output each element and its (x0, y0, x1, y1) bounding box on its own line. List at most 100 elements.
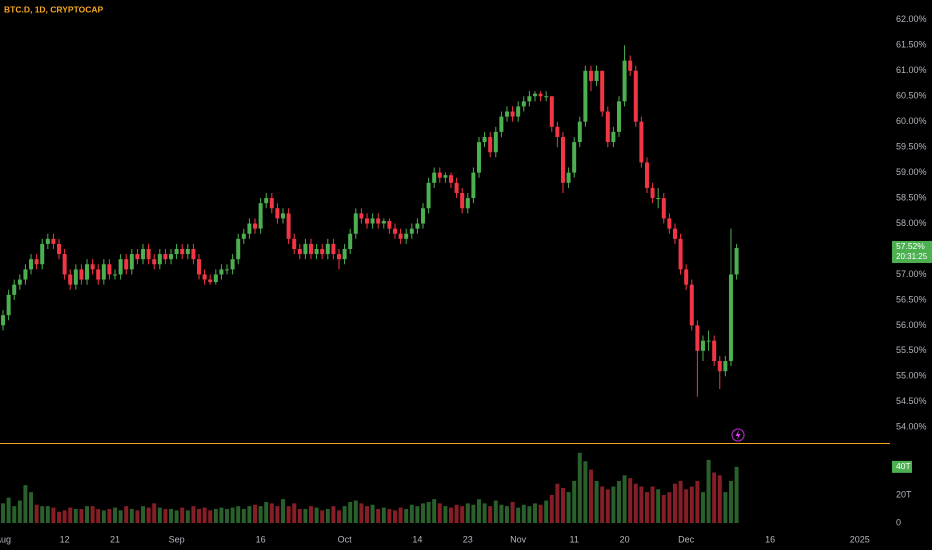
x-tick-label: 16 (765, 534, 775, 544)
candle-body (219, 269, 224, 275)
candle-body (493, 131, 498, 153)
volume-bar (281, 499, 286, 523)
y-tick-label: 58.50% (896, 192, 927, 202)
volume-bar (96, 508, 101, 523)
y-tick-label: 59.00% (896, 167, 927, 177)
candle-body (236, 238, 241, 260)
candle-body (572, 142, 577, 173)
volume-bar (23, 485, 28, 523)
candle-body (443, 175, 448, 178)
candle-body (152, 259, 157, 265)
volume-bar (6, 497, 11, 523)
candle-body (628, 60, 633, 71)
volume-bar (622, 475, 627, 523)
volume-bar (45, 506, 50, 523)
volume-bar (197, 508, 202, 523)
candle-body (359, 213, 364, 219)
candle-body (281, 213, 286, 219)
volume-bar (684, 489, 689, 523)
candle-body (101, 264, 106, 280)
candle-body (258, 203, 263, 229)
volume-bar (415, 506, 420, 523)
candle-body (684, 269, 689, 285)
candle-body (303, 243, 308, 255)
volume-bar (404, 508, 409, 523)
x-tick-label: Oct (338, 534, 353, 544)
candle-body (616, 101, 621, 132)
candle-body (141, 248, 146, 260)
candle-body (45, 238, 50, 244)
volume-bar (656, 489, 661, 523)
volume-bar (605, 489, 610, 523)
candle-body (678, 238, 683, 270)
volume-bar (611, 486, 616, 523)
candle-body (180, 248, 185, 255)
volume-bar (616, 480, 621, 523)
candle-body (560, 136, 565, 183)
volume-bar (532, 503, 537, 523)
candle-body (717, 361, 722, 372)
volume-bar (303, 508, 308, 523)
candle-body (712, 340, 717, 362)
volume-bar (667, 492, 672, 523)
volume-bar (516, 507, 521, 523)
candle-body (286, 213, 291, 239)
volume-bar (90, 506, 95, 523)
y-tick-label: 62.00% (896, 14, 927, 24)
volume-bar (689, 486, 694, 523)
x-tick-label: 21 (110, 534, 120, 544)
volume-bar (258, 506, 263, 523)
candle-body (163, 254, 168, 260)
volume-bar (57, 511, 62, 523)
candle-body (314, 248, 319, 255)
volume-bar (113, 507, 118, 523)
candle-body (297, 248, 302, 255)
volume-bar (292, 503, 297, 523)
candle-body (146, 248, 151, 260)
candle-body (527, 96, 532, 102)
volume-bar (353, 500, 358, 523)
volume-bar (476, 499, 481, 523)
candle-body (588, 70, 593, 81)
candle-body (409, 228, 414, 234)
volume-bar (364, 506, 369, 523)
candle-body (639, 121, 644, 163)
volume-bar (157, 507, 162, 523)
volume-bar (443, 506, 448, 523)
candle-body (225, 269, 230, 271)
candle-body (325, 243, 330, 255)
candle-body (6, 294, 11, 316)
volume-bar (633, 483, 638, 523)
x-tick-label: 12 (60, 534, 70, 544)
volume-bar (141, 506, 146, 523)
candle-body (544, 96, 549, 98)
volume-bar (320, 510, 325, 523)
volume-bar (628, 478, 633, 523)
volume-bar (700, 492, 705, 523)
x-tick-label: Dec (678, 534, 695, 544)
volume-bar (717, 475, 722, 523)
volume-bar (398, 507, 403, 523)
candle-body (600, 70, 605, 112)
candle-body (376, 218, 381, 224)
alert-circle[interactable] (731, 428, 745, 442)
volume-bar (180, 507, 185, 523)
countdown-label: 20:31:25 (896, 252, 928, 261)
alert-bolt[interactable] (735, 430, 741, 440)
x-tick-label: 11 (570, 534, 579, 544)
candle-body (202, 274, 207, 280)
volume-bar (269, 503, 274, 523)
volume-bar (538, 504, 543, 523)
candle-body (68, 274, 73, 285)
volume-bar (230, 507, 235, 523)
volume-bar (236, 506, 241, 523)
candle-body (432, 172, 437, 183)
volume-bar (135, 510, 140, 523)
alert-icon[interactable] (731, 428, 745, 442)
volume-bar (504, 506, 509, 523)
volume-bar (650, 486, 655, 523)
candle-body (499, 116, 504, 132)
volume-bar (213, 508, 218, 523)
volume-bar (583, 461, 588, 523)
